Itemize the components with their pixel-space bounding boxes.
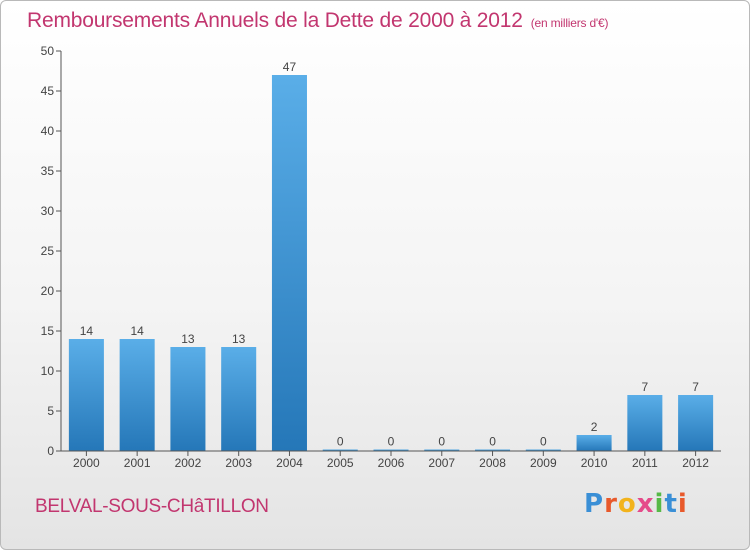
bar — [424, 449, 460, 451]
bar — [119, 339, 155, 451]
bar — [221, 347, 257, 451]
x-tick-label: 2011 — [632, 456, 658, 470]
bar-value-label: 0 — [388, 435, 395, 449]
bar-value-label: 13 — [181, 332, 195, 346]
x-tick-label: 2009 — [530, 456, 557, 470]
x-tick-label: 2000 — [73, 456, 100, 470]
bar — [68, 339, 104, 451]
logo-letter: t — [664, 489, 678, 519]
bar-value-label: 0 — [540, 435, 547, 449]
y-tick-label: 10 — [41, 364, 55, 378]
bar-value-label: 0 — [489, 435, 496, 449]
x-tick-label: 2001 — [124, 456, 151, 470]
x-tick-label: 2005 — [327, 456, 354, 470]
bar-value-label: 2 — [591, 420, 598, 434]
logo-letter: P — [584, 489, 605, 519]
chart-subtitle: (en milliers d'€) — [530, 16, 609, 30]
y-tick-label: 15 — [41, 324, 55, 338]
commune-name: BELVAL-SOUS-CHâTILLON — [35, 496, 269, 517]
chart-title: Remboursements Annuels de la Dette de 20… — [27, 9, 608, 33]
x-tick-label: 2003 — [225, 456, 252, 470]
y-tick-label: 35 — [41, 164, 55, 178]
x-tick-label: 2008 — [479, 456, 506, 470]
logo-letter: r — [604, 489, 618, 519]
bar — [170, 347, 206, 451]
bar — [373, 449, 409, 451]
x-tick-label: 2012 — [682, 456, 709, 470]
logo-letter: i — [654, 489, 665, 519]
bars-layer: 14 14 13 13 47 0 0 0 0 0 2 7 7 — [68, 60, 714, 451]
bar-value-label: 14 — [130, 324, 144, 338]
bar-value-label: 7 — [692, 380, 699, 394]
proxiti-logo: Proxiti — [584, 489, 688, 519]
bar-value-label: 0 — [337, 435, 344, 449]
bar — [576, 435, 612, 451]
bar — [678, 395, 714, 451]
y-tick-label: 20 — [41, 284, 55, 298]
y-tick-label: 40 — [41, 124, 55, 138]
x-tick-label: 2002 — [175, 456, 202, 470]
x-tick-label: 2010 — [581, 456, 608, 470]
bar-value-label: 13 — [232, 332, 246, 346]
y-tick-label: 30 — [41, 204, 55, 218]
bar-value-label: 0 — [438, 435, 445, 449]
bar-value-label: 7 — [642, 380, 649, 394]
x-tick-label: 2007 — [428, 456, 455, 470]
y-tick-label: 5 — [47, 404, 54, 418]
y-tick-label: 25 — [41, 244, 55, 258]
bar-value-label: 14 — [80, 324, 94, 338]
y-tick-label: 45 — [41, 84, 55, 98]
bar — [525, 449, 561, 451]
bar — [627, 395, 663, 451]
bar-value-label: 47 — [283, 60, 297, 74]
bar — [475, 449, 511, 451]
x-tick-label: 2006 — [378, 456, 405, 470]
logo-letter: i — [677, 489, 688, 519]
bar — [271, 75, 307, 451]
chart-title-text: Remboursements Annuels de la Dette de 20… — [27, 9, 523, 32]
x-tick-label: 2004 — [276, 456, 303, 470]
bar — [322, 449, 358, 451]
y-tick-label: 50 — [41, 44, 55, 58]
y-tick-label: 0 — [47, 444, 54, 458]
logo-letter: x — [636, 489, 655, 519]
logo-letter: o — [617, 489, 637, 519]
